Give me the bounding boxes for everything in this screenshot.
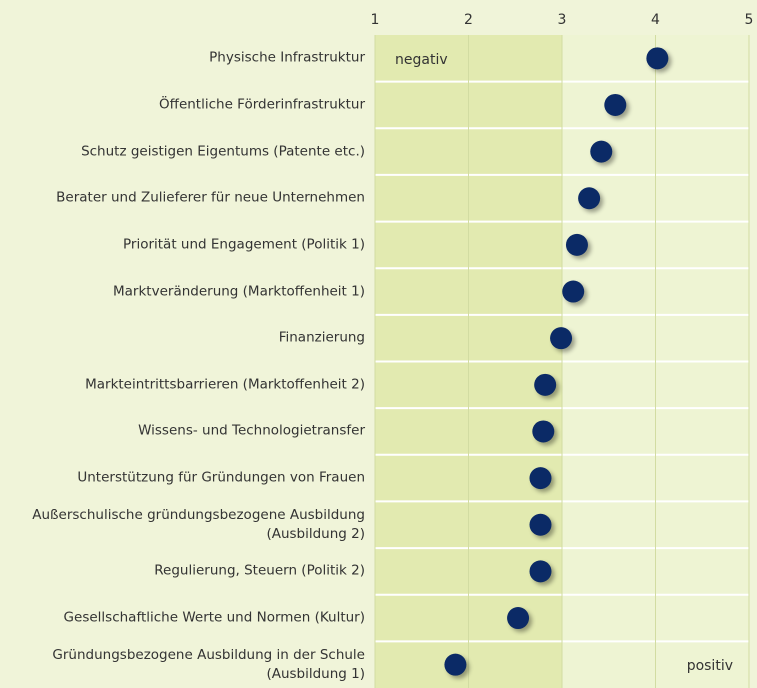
x-tick-label: 2: [464, 12, 473, 28]
category-label: Markteintrittsbarrieren (Marktoffenheit …: [85, 376, 365, 393]
category-label: Regulierung, Steuern (Politik 2): [154, 562, 365, 579]
dot: [532, 420, 555, 443]
category-label: Außerschulische gründungsbezogene Ausbil…: [32, 506, 365, 542]
dot: [534, 373, 557, 396]
dot: [562, 280, 585, 303]
category-label: Priorität und Engagement (Politik 1): [123, 236, 365, 253]
annotation: negativ: [395, 52, 448, 68]
dot: [590, 140, 613, 163]
category-label: Berater und Zulieferer für neue Unterneh…: [56, 189, 365, 206]
x-tick-label: 3: [558, 12, 567, 28]
category-label: Marktveränderung (Marktoffenheit 1): [113, 283, 365, 300]
category-label: Schutz geistigen Eigentums (Patente etc.…: [81, 143, 365, 160]
x-tick-label: 4: [651, 12, 660, 28]
category-label: Gründungsbezogene Ausbildung in der Schu…: [52, 646, 365, 682]
category-label: Unterstützung für Gründungen von Frauen: [77, 469, 365, 486]
category-label: Gesellschaftliche Werte und Normen (Kult…: [63, 609, 365, 626]
dot: [565, 233, 588, 256]
category-label: Finanzierung: [278, 329, 365, 346]
dot: [604, 93, 627, 116]
dot: [529, 560, 552, 583]
dot: [529, 513, 552, 536]
category-label: Wissens- und Technologietransfer: [138, 422, 365, 439]
category-label: Physische Infrastruktur: [209, 49, 365, 66]
x-tick-label: 1: [371, 12, 380, 28]
dot: [507, 607, 530, 630]
dot: [646, 47, 669, 70]
dot: [578, 187, 601, 210]
category-label: Öffentliche Förderinfrastruktur: [159, 96, 365, 113]
dot: [550, 327, 573, 350]
dot: [444, 653, 467, 676]
annotation: positiv: [687, 658, 733, 674]
x-tick-label: 5: [745, 12, 754, 28]
dot: [529, 467, 552, 490]
